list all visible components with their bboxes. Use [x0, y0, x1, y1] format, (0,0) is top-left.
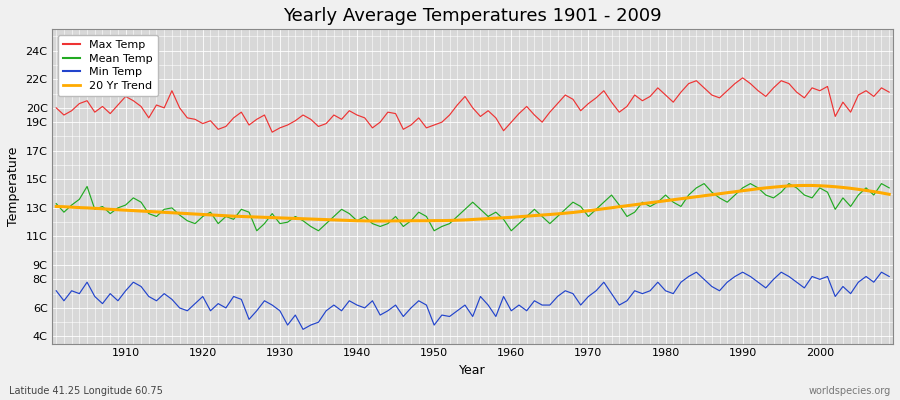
X-axis label: Year: Year [459, 364, 486, 377]
Y-axis label: Temperature: Temperature [7, 147, 20, 226]
Text: Latitude 41.25 Longitude 60.75: Latitude 41.25 Longitude 60.75 [9, 386, 163, 396]
Title: Yearly Average Temperatures 1901 - 2009: Yearly Average Temperatures 1901 - 2009 [284, 7, 662, 25]
Text: worldspecies.org: worldspecies.org [809, 386, 891, 396]
Legend: Max Temp, Mean Temp, Min Temp, 20 Yr Trend: Max Temp, Mean Temp, Min Temp, 20 Yr Tre… [58, 35, 158, 96]
